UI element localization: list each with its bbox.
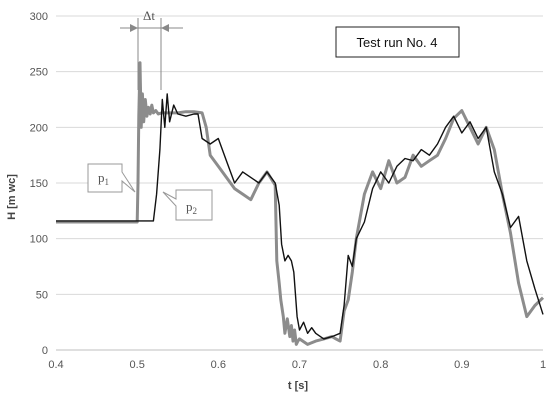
x-tick-label: 0.6: [211, 359, 226, 371]
x-tick-labels: 0.4 0.5 0.6 0.7 0.8 0.9 1: [48, 359, 546, 371]
p2-callout: p2: [162, 189, 213, 221]
grid-lines: [56, 15, 543, 295]
svg-text:p1: p1: [98, 170, 109, 187]
svg-text:p2: p2: [186, 199, 197, 216]
x-tick-label: 0.4: [48, 359, 63, 371]
x-tick-label: 0.9: [454, 359, 469, 371]
y-tick-label: 100: [30, 234, 48, 246]
x-tick-label: 0.8: [373, 359, 388, 371]
series-line-2: [56, 93, 544, 340]
p1-callout: p1: [87, 163, 136, 193]
p2-subscript: 2: [193, 206, 198, 216]
y-tick-labels: 0 50 100 150 200 250 300: [30, 11, 48, 357]
delta-t-annotation: Δt: [120, 8, 183, 90]
p1-label: p: [98, 170, 105, 185]
series-lines: [56, 61, 545, 346]
y-axis-title: H [m wc]: [6, 174, 18, 220]
y-tick-label: 200: [30, 122, 48, 134]
y-tick-label: 50: [36, 289, 48, 301]
x-tick-label: 1: [540, 359, 546, 371]
series-line-1: [56, 61, 545, 346]
y-tick-label: 250: [30, 67, 48, 79]
title-box-text: Test run No. 4: [357, 35, 438, 50]
y-tick-label: 0: [42, 345, 48, 357]
title-box: Test run No. 4: [335, 26, 460, 58]
x-tick-label: 0.7: [292, 359, 307, 371]
p1-subscript: 1: [105, 177, 110, 187]
delta-t-label: Δt: [143, 8, 155, 23]
y-tick-label: 150: [30, 178, 48, 190]
y-tick-label: 300: [30, 11, 48, 23]
x-axis-title: t [s]: [288, 380, 309, 392]
p2-label: p: [186, 199, 193, 214]
x-tick-label: 0.5: [130, 359, 145, 371]
